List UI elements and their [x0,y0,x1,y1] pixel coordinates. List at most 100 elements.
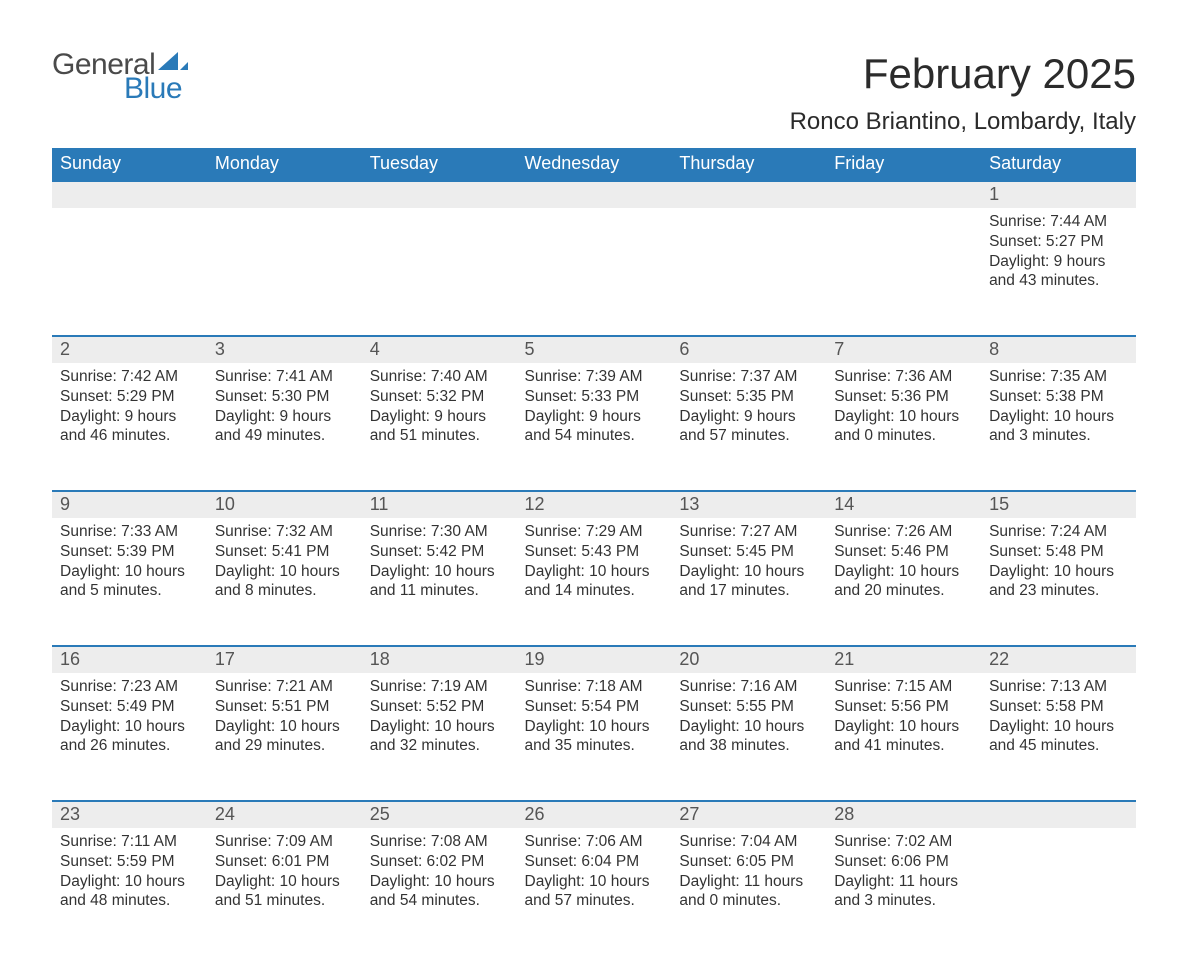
location-title: Ronco Briantino, Lombardy, Italy [790,108,1136,136]
sunrise-line: Sunrise: 7:40 AM [370,367,509,387]
sunrise-line: Sunrise: 7:13 AM [989,677,1128,697]
day-cell-body: Sunrise: 7:26 AMSunset: 5:46 PMDaylight:… [826,518,981,607]
day-number: 16 [52,647,207,673]
day-number: 18 [362,647,517,673]
day-cell: Sunrise: 7:11 AMSunset: 5:59 PMDaylight:… [52,828,207,956]
day-number: 20 [671,647,826,673]
weekday-header: Saturday [981,148,1136,181]
sunrise-line: Sunrise: 7:29 AM [525,522,664,542]
day-number: 23 [52,802,207,828]
day-number: 24 [207,802,362,828]
daylight-line: Daylight: 9 hours and 57 minutes. [679,407,818,447]
sunset-line: Sunset: 6:06 PM [834,852,973,872]
day-number: 19 [517,647,672,673]
day-number-empty [826,182,981,208]
sunset-line: Sunset: 5:46 PM [834,542,973,562]
daylight-line: Daylight: 11 hours and 0 minutes. [679,872,818,912]
day-number-empty [671,182,826,208]
day-cell-body: Sunrise: 7:40 AMSunset: 5:32 PMDaylight:… [362,363,517,452]
sunrise-line: Sunrise: 7:44 AM [989,212,1128,232]
week-row: Sunrise: 7:44 AMSunset: 5:27 PMDaylight:… [52,208,1136,336]
daylight-line: Daylight: 10 hours and 3 minutes. [989,407,1128,447]
sunset-line: Sunset: 5:39 PM [60,542,199,562]
sunset-line: Sunset: 5:59 PM [60,852,199,872]
sunrise-line: Sunrise: 7:23 AM [60,677,199,697]
day-number: 14 [826,492,981,518]
day-number: 12 [517,492,672,518]
day-cell: Sunrise: 7:23 AMSunset: 5:49 PMDaylight:… [52,673,207,801]
day-number: 22 [981,647,1136,673]
daylight-line: Daylight: 10 hours and 26 minutes. [60,717,199,757]
week-row: Sunrise: 7:33 AMSunset: 5:39 PMDaylight:… [52,518,1136,646]
day-number: 15 [981,492,1136,518]
logo: General Blue [52,50,188,104]
day-cell: Sunrise: 7:37 AMSunset: 5:35 PMDaylight:… [671,363,826,491]
sunrise-line: Sunrise: 7:18 AM [525,677,664,697]
day-cell-body: Sunrise: 7:36 AMSunset: 5:36 PMDaylight:… [826,363,981,452]
daylight-line: Daylight: 10 hours and 38 minutes. [679,717,818,757]
day-cell: Sunrise: 7:26 AMSunset: 5:46 PMDaylight:… [826,518,981,646]
day-cell-empty [362,208,517,336]
day-cell-empty [517,208,672,336]
day-cell: Sunrise: 7:15 AMSunset: 5:56 PMDaylight:… [826,673,981,801]
sunset-line: Sunset: 5:48 PM [989,542,1128,562]
day-cell-body: Sunrise: 7:16 AMSunset: 5:55 PMDaylight:… [671,673,826,762]
sunset-line: Sunset: 5:58 PM [989,697,1128,717]
day-number: 2 [52,337,207,363]
daylight-line: Daylight: 11 hours and 3 minutes. [834,872,973,912]
day-cell-empty [826,208,981,336]
sunrise-line: Sunrise: 7:21 AM [215,677,354,697]
daylight-line: Daylight: 10 hours and 0 minutes. [834,407,973,447]
day-cell: Sunrise: 7:41 AMSunset: 5:30 PMDaylight:… [207,363,362,491]
sunrise-line: Sunrise: 7:24 AM [989,522,1128,542]
daylight-line: Daylight: 9 hours and 54 minutes. [525,407,664,447]
day-cell: Sunrise: 7:27 AMSunset: 5:45 PMDaylight:… [671,518,826,646]
daylight-line: Daylight: 9 hours and 51 minutes. [370,407,509,447]
sunset-line: Sunset: 5:27 PM [989,232,1128,252]
day-cell-body: Sunrise: 7:11 AMSunset: 5:59 PMDaylight:… [52,828,207,917]
sunset-line: Sunset: 5:35 PM [679,387,818,407]
day-cell: Sunrise: 7:36 AMSunset: 5:36 PMDaylight:… [826,363,981,491]
weekday-header: Monday [207,148,362,181]
day-cell-body: Sunrise: 7:27 AMSunset: 5:45 PMDaylight:… [671,518,826,607]
day-cell-body: Sunrise: 7:04 AMSunset: 6:05 PMDaylight:… [671,828,826,917]
day-cell-body: Sunrise: 7:18 AMSunset: 5:54 PMDaylight:… [517,673,672,762]
daynum-row: 16171819202122 [52,646,1136,673]
sunset-line: Sunset: 5:29 PM [60,387,199,407]
day-cell: Sunrise: 7:44 AMSunset: 5:27 PMDaylight:… [981,208,1136,336]
day-cell-body: Sunrise: 7:21 AMSunset: 5:51 PMDaylight:… [207,673,362,762]
daylight-line: Daylight: 10 hours and 45 minutes. [989,717,1128,757]
sunrise-line: Sunrise: 7:36 AM [834,367,973,387]
sunrise-line: Sunrise: 7:41 AM [215,367,354,387]
weekday-header: Wednesday [517,148,672,181]
month-title: February 2025 [790,50,1136,98]
sunrise-line: Sunrise: 7:30 AM [370,522,509,542]
day-number: 4 [362,337,517,363]
sunset-line: Sunset: 5:55 PM [679,697,818,717]
daynum-row: 2345678 [52,336,1136,363]
daylight-line: Daylight: 10 hours and 57 minutes. [525,872,664,912]
day-cell-body: Sunrise: 7:02 AMSunset: 6:06 PMDaylight:… [826,828,981,917]
day-cell: Sunrise: 7:08 AMSunset: 6:02 PMDaylight:… [362,828,517,956]
day-number: 13 [671,492,826,518]
day-number: 17 [207,647,362,673]
day-number: 27 [671,802,826,828]
day-cell-body: Sunrise: 7:19 AMSunset: 5:52 PMDaylight:… [362,673,517,762]
sunrise-line: Sunrise: 7:32 AM [215,522,354,542]
weekday-header: Tuesday [362,148,517,181]
daynum-row: 9101112131415 [52,491,1136,518]
day-cell: Sunrise: 7:16 AMSunset: 5:55 PMDaylight:… [671,673,826,801]
sunset-line: Sunset: 6:01 PM [215,852,354,872]
day-cell-body: Sunrise: 7:29 AMSunset: 5:43 PMDaylight:… [517,518,672,607]
sunset-line: Sunset: 5:45 PM [679,542,818,562]
sunset-line: Sunset: 6:04 PM [525,852,664,872]
day-cell-body: Sunrise: 7:06 AMSunset: 6:04 PMDaylight:… [517,828,672,917]
day-cell: Sunrise: 7:21 AMSunset: 5:51 PMDaylight:… [207,673,362,801]
sunrise-line: Sunrise: 7:04 AM [679,832,818,852]
day-cell: Sunrise: 7:04 AMSunset: 6:05 PMDaylight:… [671,828,826,956]
sunset-line: Sunset: 5:33 PM [525,387,664,407]
daylight-line: Daylight: 9 hours and 43 minutes. [989,252,1128,292]
day-number: 7 [826,337,981,363]
day-cell-empty [981,828,1136,956]
day-number-empty [52,182,207,208]
